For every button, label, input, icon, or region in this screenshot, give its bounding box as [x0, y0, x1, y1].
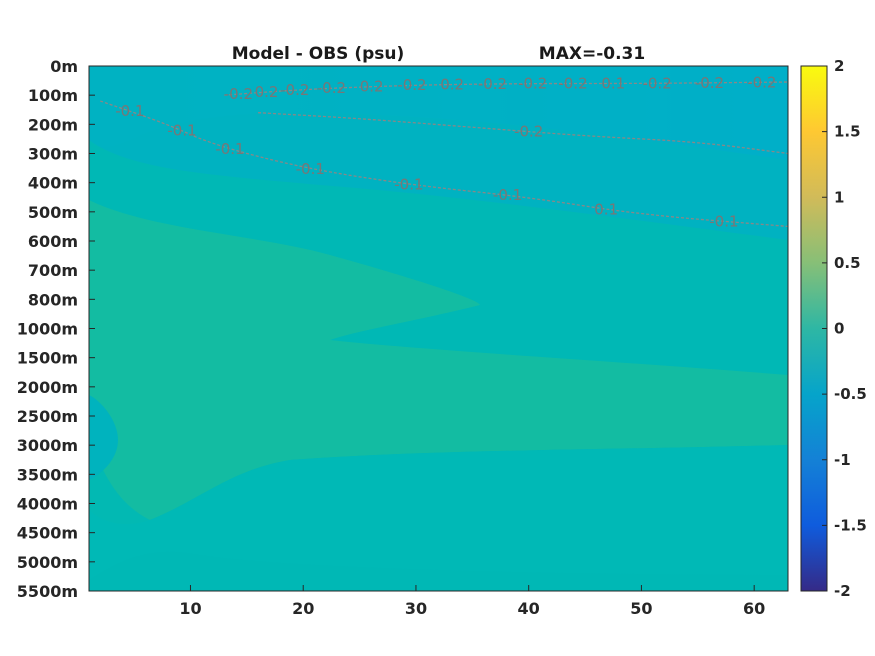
y-tick-label: 0m [50, 57, 78, 76]
y-tick-label: 1500m [17, 349, 78, 368]
y-tick-label: 200m [28, 115, 78, 134]
colorbar-tick-label: 2 [834, 57, 844, 75]
y-axis-ticks: 0m 100m 200m 300m 400m 500m 600m 700m 800m 1000m 1… [17, 57, 95, 601]
contour-label: 0.1 [601, 75, 625, 93]
contour-label: -0.1 [394, 175, 423, 193]
y-tick-label: 1000m [17, 320, 78, 339]
heatmap-field [89, 66, 788, 591]
colorbar-tick-label: -2 [834, 582, 851, 600]
max-label: MAX=-0.31 [539, 44, 645, 64]
y-tick-label: 4500m [17, 524, 78, 543]
y-tick-label: 400m [28, 174, 78, 193]
positive-intermediate-tongue [89, 200, 788, 525]
contour-label: 0.2 [440, 75, 464, 93]
contour-line [224, 81, 788, 96]
contour-label: 0.2 [255, 83, 279, 101]
contour-label: -0.1 [167, 122, 196, 140]
contour-line [100, 100, 788, 228]
contour-line [258, 112, 788, 155]
contour-label: -0.2 [558, 75, 587, 93]
negative-layer [89, 66, 788, 240]
near-zero-deep-layer [89, 440, 788, 580]
colorbar-tick-label: -0.5 [834, 385, 867, 403]
y-tick-label: 5000m [17, 553, 78, 572]
contour-label: -0.2 [280, 81, 309, 99]
contour-label: 0.2 [360, 78, 384, 96]
colorbar-tick-label: -1.5 [834, 516, 867, 534]
colorbar-ticks: 2 1.5 1 0.5 0 -0.5 -1 -1.5 -2 [822, 57, 867, 600]
colorbar-tick-label: -1 [834, 451, 851, 469]
y-tick-label: 4000m [17, 495, 78, 514]
contour-label: -0.1 [115, 102, 144, 120]
contour-label: -0.1 [709, 212, 738, 230]
contour-label: -0.2 [397, 76, 426, 94]
contour-label: -0.1 [493, 186, 522, 204]
y-tick-label: 700m [28, 261, 78, 280]
contour-label: 0.1 [594, 200, 618, 218]
contour-lines: -0.2 0.2 -0.2 -0.2 0.2 -0.2 0.2 -0.2 -0.2 -0.2 0.1… [100, 73, 788, 230]
chart-title: Model - OBS (psu) [232, 44, 405, 64]
contour-label: -0.2 [642, 74, 671, 92]
y-tick-label: 3500m [17, 465, 78, 484]
contour-label: -0.1 [215, 140, 244, 158]
y-tick-label: 2500m [17, 407, 78, 426]
x-tick-label: 50 [630, 599, 652, 618]
contour-label: -0.2 [747, 73, 776, 91]
x-axis-ticks: 10 20 30 40 50 60 [179, 585, 765, 618]
y-tick-label: 5500m [17, 582, 78, 601]
colorbar-tick-label: 0 [834, 320, 844, 338]
x-tick-label: 30 [405, 599, 427, 618]
x-tick-label: 10 [179, 599, 201, 618]
y-tick-label: 300m [28, 145, 78, 164]
deep-west-anomaly [89, 395, 118, 480]
y-tick-label: 100m [28, 86, 78, 105]
y-tick-label: 3000m [17, 436, 78, 455]
x-tick-label: 60 [743, 599, 765, 618]
colorbar-tick-label: 1.5 [834, 123, 861, 141]
colorbar-tick-label: 0.5 [834, 254, 861, 272]
x-tick-label: 20 [292, 599, 314, 618]
contour-label: -0.2 [514, 123, 543, 141]
y-tick-label: 800m [28, 290, 78, 309]
contour-label: -0.2 [224, 85, 253, 103]
x-tick-label: 40 [518, 599, 540, 618]
colorbar-tick-label: 1 [834, 188, 844, 206]
y-tick-label: 500m [28, 203, 78, 222]
y-tick-label: 600m [28, 232, 78, 251]
contour-label: -0.2 [695, 74, 724, 92]
contour-label: -0.2 [518, 75, 547, 93]
contour-label: -0.2 [317, 79, 346, 97]
contour-label: -0.2 [478, 75, 507, 93]
contour-label: -0.1 [296, 160, 325, 178]
y-tick-label: 2000m [17, 378, 78, 397]
